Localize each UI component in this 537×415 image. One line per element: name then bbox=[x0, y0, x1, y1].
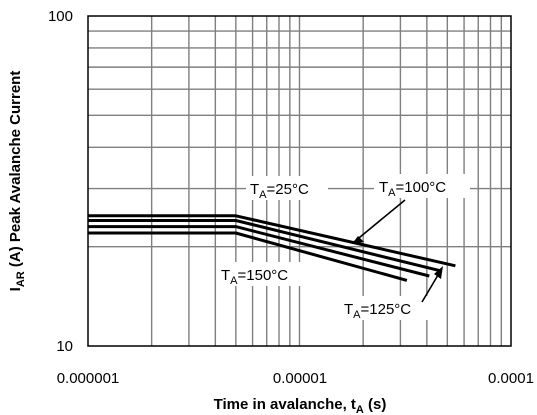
annotation-125: TA=125°C bbox=[344, 301, 411, 321]
annotation-bg-125 bbox=[341, 296, 437, 320]
annotation-arrowhead-125 bbox=[434, 266, 443, 279]
annotation-bg-25 bbox=[246, 176, 328, 200]
x-axis-label: Time in avalanche, tA (s) bbox=[214, 396, 387, 415]
annotation-arrowhead-100 bbox=[352, 236, 364, 244]
annotation-bg-100 bbox=[374, 174, 470, 198]
annotation-25: TA=25°C bbox=[250, 181, 309, 201]
y-tick-100: 100 bbox=[48, 8, 73, 25]
series-line-2 bbox=[88, 225, 430, 278]
x-tick-0.0001: 0.0001 bbox=[488, 370, 534, 387]
series-line-1 bbox=[88, 219, 441, 273]
y-tick-10: 10 bbox=[56, 338, 73, 355]
tick-labels: 100 10 0.000001 0.00001 0.0001 bbox=[48, 8, 534, 387]
annotation-150: TA=150°C bbox=[221, 267, 288, 287]
series-line-3 bbox=[88, 231, 408, 282]
x-tick-0.000001: 0.000001 bbox=[57, 370, 120, 387]
annotation-100: TA=100°C bbox=[379, 179, 446, 199]
annotation-bg-150 bbox=[218, 262, 314, 286]
series-lines bbox=[88, 214, 456, 282]
annotations: TA=25°C TA=100°C TA=150°C TA=125°C bbox=[218, 174, 470, 321]
annotation-arrow-100 bbox=[353, 199, 406, 243]
y-axis-label: IAR (A) Peak Avalanche Current bbox=[7, 71, 27, 292]
x-tick-0.00001: 0.00001 bbox=[273, 370, 327, 387]
series-line-0 bbox=[88, 214, 456, 268]
plot-frame bbox=[87, 15, 512, 347]
